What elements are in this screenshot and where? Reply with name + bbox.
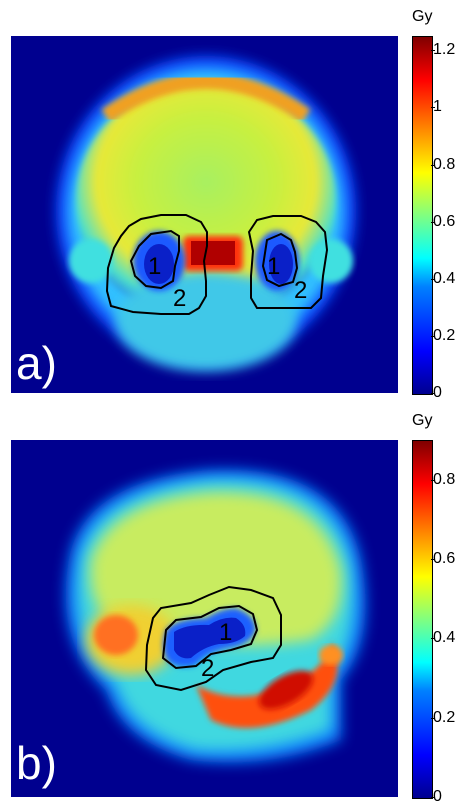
contour-1-left [129, 229, 180, 290]
chin-spot-b [319, 645, 343, 665]
colorbar-tickmark [431, 50, 435, 52]
colorbar-tickmark [431, 278, 435, 280]
left-eye-core-a [144, 244, 174, 284]
colorbar-tick-label: 0.2 [433, 326, 456, 344]
colorbar-tick-label: 0 [433, 384, 442, 401]
colorbar-b [412, 440, 433, 799]
colorbar-unit-a: Gy [412, 8, 433, 25]
colorbar-tickmark [431, 107, 435, 109]
colorbar-tickmark [431, 559, 435, 560]
contour-label-2-left: 2 [173, 285, 186, 312]
colorbar-tick-label: 0.8 [433, 470, 456, 488]
contour-label-2-b: 2 [201, 655, 214, 682]
crown-band-a [101, 73, 311, 123]
colorbar-tick-label: 0.6 [433, 550, 456, 567]
jaw-core-b [259, 670, 313, 710]
colorbar-tick-label: 0.2 [433, 708, 456, 726]
contour-label-1-b: 1 [219, 619, 232, 646]
colorbar-tick-label: 0.6 [433, 212, 456, 230]
colorbar-tickmark [431, 479, 435, 481]
dose-map-b-svg: 1 2 [11, 440, 398, 797]
contour-label-2-right: 2 [294, 277, 307, 304]
dose-map-a-svg: 1 2 1 2 [11, 36, 398, 393]
left-side-blob-a [69, 239, 113, 283]
dose-map-a: 1 2 1 2 [11, 36, 398, 393]
contour-1-b [161, 604, 259, 670]
colorbar-tickmark [431, 335, 435, 337]
panel-label-b: b) [16, 737, 57, 789]
colorbar-tick-label: 1.2 [433, 41, 456, 59]
colorbar-tickmark [431, 717, 435, 719]
colorbar-a [412, 36, 433, 395]
contour-2-right [247, 215, 329, 309]
dose-map-b: 1 2 [11, 440, 398, 797]
colorbar-tickmark [431, 797, 435, 798]
contour-1-right [261, 232, 299, 288]
colorbar-tickmark [431, 393, 435, 394]
left-hotspot-b [94, 615, 138, 655]
contour-2-b [144, 585, 282, 692]
contour-label-1-right: 1 [267, 253, 280, 280]
panel-label-a: a) [16, 337, 57, 389]
target-core-b [174, 617, 246, 659]
colorbar-tickmark [431, 221, 435, 223]
contour-2-left [105, 214, 208, 315]
central-core-a [191, 241, 235, 265]
colorbar-unit-b: Gy [412, 412, 433, 429]
jaw-hotspot-b [196, 640, 338, 728]
right-side-blob-a [309, 239, 353, 283]
colorbar-tickmark [431, 638, 435, 640]
colorbar-tick-label: 0 [433, 788, 442, 805]
colorbar-tick-label: 0.4 [433, 269, 456, 287]
brain-region-b [90, 491, 342, 646]
colorbar-tick-label: 1 [433, 98, 442, 116]
colorbar-tickmark [431, 164, 435, 166]
colorbar-tick-label: 0.8 [433, 155, 456, 173]
right-eye-core-a [269, 244, 293, 284]
contour-label-1-left: 1 [148, 253, 161, 280]
colorbar-tick-label: 0.4 [433, 629, 456, 647]
